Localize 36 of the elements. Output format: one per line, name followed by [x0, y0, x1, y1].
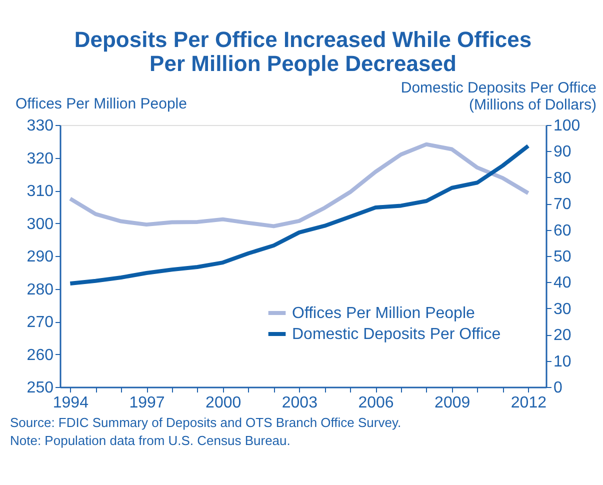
x-tick-label: 1994 — [52, 394, 89, 412]
y2-tick-label: 60 — [554, 222, 572, 240]
y2-tick-label: 50 — [554, 248, 572, 266]
legend-label: Offices Per Million People — [292, 305, 475, 322]
y-tick-label: 270 — [26, 314, 54, 331]
y-tick-label: 300 — [26, 216, 54, 233]
y-tick-label: 310 — [26, 183, 54, 200]
y-tick-label: 320 — [26, 150, 54, 168]
x-tick-label: 2003 — [282, 394, 318, 412]
y-tick-label: 260 — [26, 346, 54, 364]
x-tick-label: 2012 — [510, 394, 547, 412]
y2-tick-label: 90 — [554, 144, 572, 161]
y2-tick-label: 100 — [554, 118, 580, 134]
x-tick-label: 2000 — [206, 394, 242, 412]
x-tick-label: 1997 — [129, 394, 165, 412]
line-series — [68, 142, 530, 228]
y-tick-label: 280 — [26, 281, 54, 298]
text: Note: Population data from U.S. Census Bureau. — [10, 433, 290, 448]
line-series — [68, 144, 530, 286]
y2-tick-label: 30 — [554, 300, 572, 318]
y2-tick-label: 70 — [554, 196, 572, 214]
x-tick-label: 2006 — [358, 394, 394, 412]
y2-axis-title: Domestic Deposits Per Office (Millions of Dollars) — [400, 80, 596, 114]
y-tick-label: 290 — [26, 248, 54, 266]
y-tick-label: 330 — [26, 118, 54, 134]
chart-title: Deposits Per Office Increased While Offices Per Million People Decreased — [74, 27, 532, 76]
y-tick-label: 250 — [26, 380, 54, 396]
y2-tick-label: 10 — [554, 353, 572, 370]
source-note: Source: FDIC Summary of Deposits and OTS Branch Office Survey. — [10, 415, 402, 430]
y2-tick-label: 80 — [554, 170, 572, 187]
x-tick-label: 2009 — [434, 394, 470, 412]
y2-tick-label: 40 — [554, 274, 572, 292]
y-axis-title: Offices Per Million People — [16, 96, 187, 112]
y2-tick-label: 0 — [554, 380, 562, 396]
legend-label: Domestic Deposits Per Office — [292, 326, 501, 343]
y2-tick-label: 20 — [554, 327, 572, 344]
